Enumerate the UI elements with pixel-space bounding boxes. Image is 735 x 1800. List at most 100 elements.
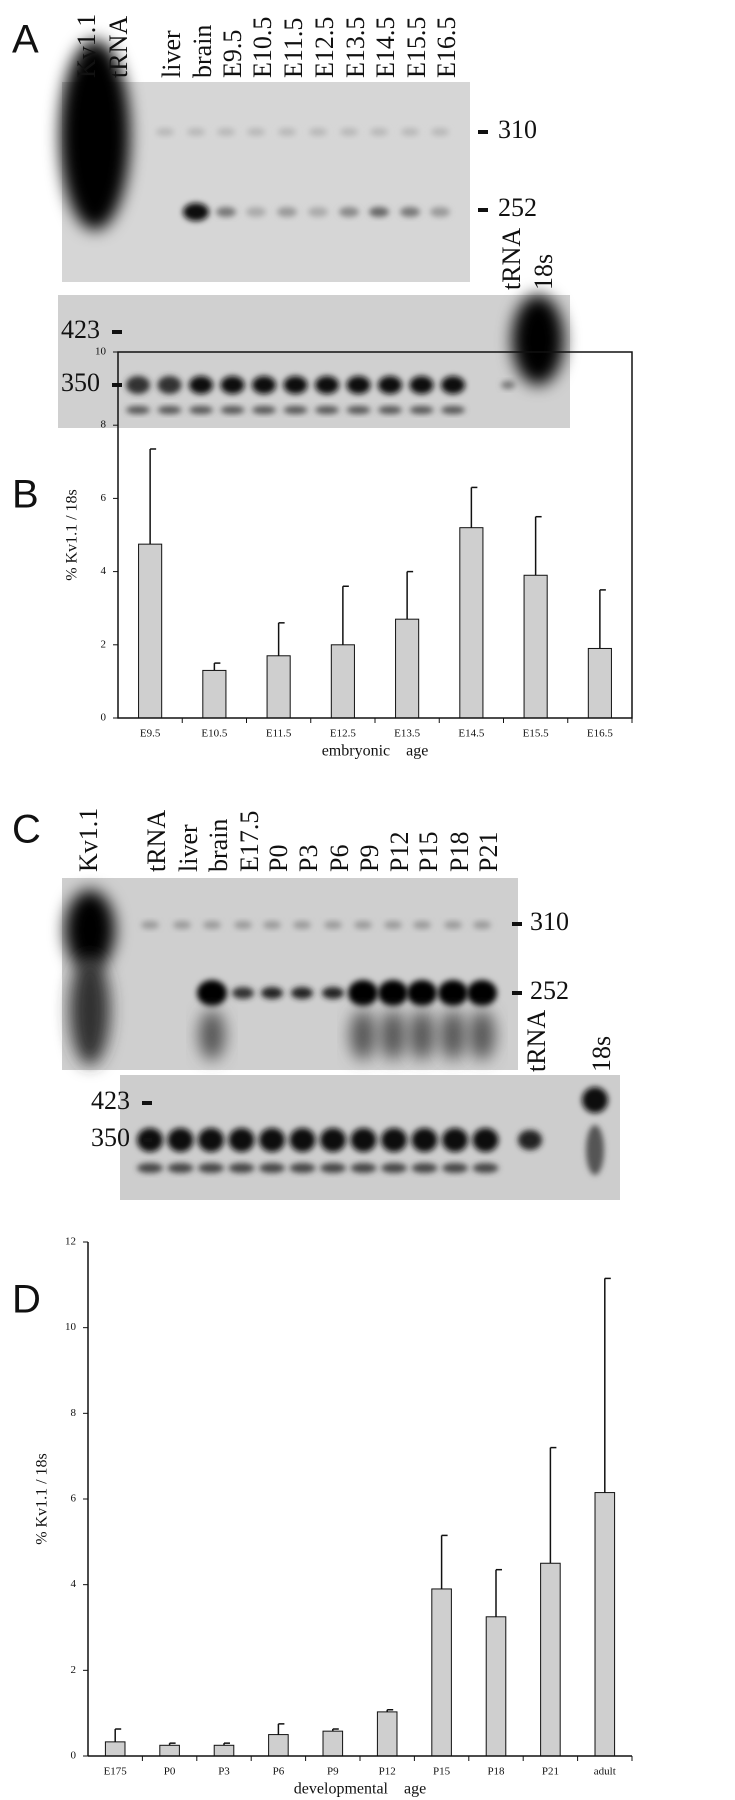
band [189, 406, 213, 414]
y-tick-label: 8 [101, 419, 107, 431]
band [198, 1163, 224, 1173]
bar [268, 1734, 289, 1757]
band [60, 40, 130, 230]
marker-label: 252 [498, 193, 537, 222]
band [467, 980, 497, 1006]
lane-label: tRNA [142, 810, 171, 872]
bar [213, 1744, 235, 1757]
lane-label: tRNA [104, 16, 133, 78]
bar [431, 1588, 452, 1757]
x-tick-label: P9 [327, 1766, 339, 1778]
x-tick-label: E15.5 [523, 728, 549, 740]
band [409, 406, 434, 414]
band [320, 1163, 346, 1173]
band [444, 921, 462, 929]
gel [58, 295, 570, 428]
band [187, 128, 205, 136]
band [65, 890, 115, 970]
y-tick-label: 4 [101, 565, 107, 577]
marker-label: 423 [61, 315, 100, 344]
band [183, 203, 209, 221]
marker-tick [512, 922, 522, 926]
band [252, 406, 276, 414]
band [283, 376, 308, 394]
band [199, 1010, 225, 1060]
band [378, 406, 402, 414]
panel-label: C [12, 808, 41, 852]
band [198, 1128, 224, 1152]
band [440, 1010, 466, 1060]
band [246, 207, 266, 217]
band [320, 1128, 346, 1152]
band [167, 1128, 194, 1152]
y-tick-label: 0 [71, 1750, 77, 1762]
marker-tick [478, 208, 488, 212]
band [228, 1128, 255, 1152]
band [141, 921, 159, 929]
band [189, 376, 213, 394]
band [232, 987, 254, 999]
band [259, 1163, 285, 1173]
bar [322, 1730, 344, 1757]
lane-label: E17.5 [235, 811, 264, 872]
x-tick-label: adult [594, 1766, 616, 1778]
band [315, 376, 339, 394]
band [308, 207, 328, 217]
lane-label: P12 [385, 832, 414, 872]
bar [395, 618, 420, 719]
band [409, 376, 434, 394]
band [350, 1163, 377, 1173]
band [261, 987, 283, 999]
band [293, 921, 311, 929]
band [283, 406, 308, 414]
bar [540, 1562, 561, 1757]
panel-label: B [12, 473, 39, 517]
band [126, 406, 150, 414]
bar [587, 647, 612, 719]
band [339, 207, 359, 217]
band [157, 376, 182, 394]
lane-label: E16.5 [432, 17, 461, 78]
y-tick-label: 12 [65, 1236, 76, 1248]
band [586, 1125, 604, 1175]
band [501, 381, 515, 389]
band [126, 376, 150, 394]
lane-label: E9.5 [218, 30, 247, 78]
band [203, 921, 221, 929]
y-tick-label: 10 [65, 1321, 77, 1333]
bar [523, 574, 548, 719]
y-tick-label: 10 [95, 346, 107, 358]
lane-label: P0 [264, 845, 293, 872]
bar [202, 669, 227, 719]
marker-label: 252 [530, 976, 569, 1005]
x-axis-title: developmental age [294, 1781, 426, 1798]
band [289, 1163, 316, 1173]
lane-label: E14.5 [371, 17, 400, 78]
band [228, 1163, 255, 1173]
band [289, 1128, 316, 1152]
band [472, 1128, 499, 1152]
band [173, 921, 191, 929]
x-tick-label: P21 [542, 1766, 559, 1778]
y-axis-title: % Kv1.1 / 18s [34, 1453, 51, 1545]
band [216, 207, 236, 217]
band [263, 921, 281, 929]
band [346, 406, 371, 414]
band [137, 1163, 163, 1173]
band [442, 1163, 468, 1173]
band [369, 207, 389, 217]
panel-label: A [12, 18, 39, 62]
y-tick-label: 6 [71, 1493, 77, 1505]
x-tick-label: P15 [433, 1766, 451, 1778]
band [354, 921, 372, 929]
band [413, 921, 431, 929]
x-tick-label: E14.5 [458, 728, 484, 740]
lane-label: P3 [294, 845, 323, 872]
band [350, 1128, 377, 1152]
marker-label: 423 [91, 1086, 130, 1115]
band [411, 1128, 438, 1152]
band [259, 1128, 285, 1152]
band [378, 376, 402, 394]
x-tick-label: E16.5 [587, 728, 613, 740]
bar [376, 1711, 398, 1757]
